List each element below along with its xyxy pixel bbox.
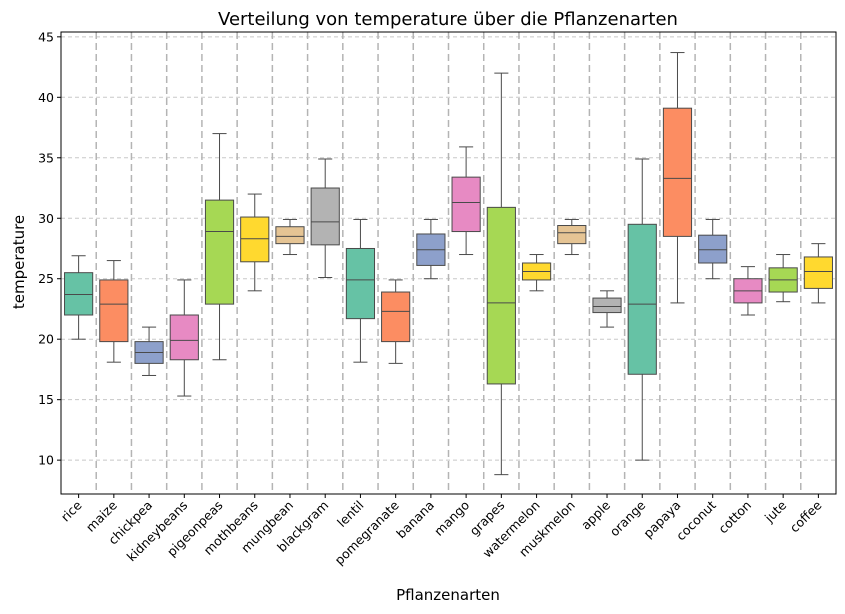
x-tick-label: rice	[58, 497, 85, 524]
box-mothbeans	[240, 193, 270, 292]
box-pigeonpeas	[204, 133, 235, 361]
iqr-box	[99, 279, 129, 343]
x-tick-label: cotton	[715, 498, 754, 537]
iqr-box	[662, 107, 693, 237]
iqr-box	[486, 206, 516, 385]
axes: 1015202530354045ricemaizechickpeakidneyb…	[38, 29, 837, 568]
x-tick-label: coconut	[673, 497, 719, 543]
box-series	[64, 52, 833, 476]
x-axis-label: Pflanzenarten	[396, 586, 500, 604]
iqr-box	[803, 256, 833, 289]
iqr-box	[240, 216, 270, 263]
box-papaya	[662, 52, 693, 304]
grid-lines	[61, 32, 836, 494]
box-coffee	[803, 243, 833, 304]
y-tick-label: 40	[38, 90, 54, 105]
box-kidneybeans	[169, 279, 199, 397]
box-watermelon	[521, 254, 552, 292]
y-tick-label: 30	[38, 211, 54, 226]
x-tick-label: mango	[431, 498, 472, 539]
x-tick-label: coffee	[787, 497, 825, 535]
iqr-box	[310, 187, 340, 246]
y-tick-label: 35	[38, 150, 54, 165]
x-tick-label: jute	[761, 497, 789, 525]
y-tick-label: 25	[38, 271, 54, 286]
box-banana	[416, 218, 446, 280]
iqr-box	[64, 272, 94, 316]
box-orange	[627, 158, 657, 461]
chart-title: Verteilung von temperature über die Pfla…	[218, 9, 678, 30]
plot-frame	[60, 31, 837, 495]
box-rice	[64, 255, 94, 340]
iqr-box	[204, 199, 235, 305]
box-pomegranate	[381, 279, 411, 364]
box-grapes	[486, 72, 516, 476]
y-tick-label: 15	[38, 392, 54, 407]
iqr-box	[345, 247, 376, 320]
y-axis-label: temperature	[10, 215, 28, 309]
iqr-box	[592, 297, 622, 314]
x-tick-label: banana	[393, 498, 437, 542]
iqr-box	[275, 226, 305, 245]
box-jute	[768, 254, 798, 303]
box-apple	[592, 290, 622, 328]
box-cotton	[733, 266, 763, 316]
box-maize	[99, 260, 129, 363]
iqr-box	[169, 314, 199, 361]
y-tick-label: 20	[38, 332, 54, 347]
box-blackgram	[310, 158, 340, 279]
y-tick-label: 10	[38, 453, 54, 468]
box-coconut	[698, 218, 728, 280]
box-mungbean	[275, 218, 305, 256]
iqr-box	[557, 225, 587, 245]
y-tick-label: 45	[38, 29, 54, 44]
x-tick-label: lentil	[334, 498, 366, 530]
box-mango	[451, 146, 481, 256]
box-chickpea	[134, 326, 164, 376]
iqr-box	[627, 223, 657, 375]
box-lentil	[345, 218, 376, 363]
iqr-box	[451, 176, 481, 233]
iqr-box	[698, 234, 728, 264]
x-tick-label: pomegranate	[332, 497, 402, 567]
box-muskmelon	[557, 218, 587, 256]
iqr-box	[381, 291, 411, 343]
